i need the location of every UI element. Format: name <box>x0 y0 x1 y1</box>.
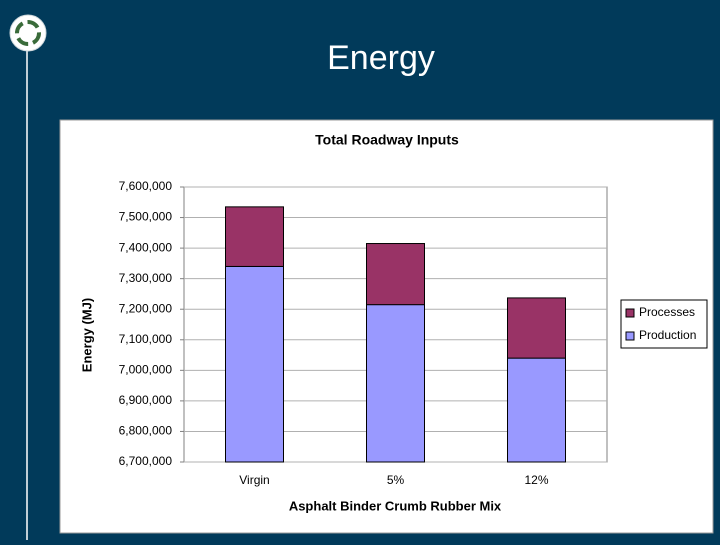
y-axis-label: Energy (MJ) <box>79 298 94 372</box>
logo-mark <box>15 20 41 46</box>
x-tick-label: Virgin <box>239 473 269 487</box>
bar-segment <box>225 265 284 463</box>
bar-segment <box>366 243 425 306</box>
bar-segment <box>366 304 425 463</box>
y-tick-label: 7,600,000 <box>119 179 173 193</box>
y-tick-label: 7,300,000 <box>119 271 173 285</box>
legend-label: Processes <box>639 305 695 319</box>
y-tick-label: 6,700,000 <box>119 454 173 468</box>
legend-label: Production <box>639 328 696 342</box>
legend-box <box>620 299 708 349</box>
legend-swatch <box>625 308 635 318</box>
y-tick-label: 6,900,000 <box>119 393 173 407</box>
y-tick-label: 7,000,000 <box>119 363 173 377</box>
slide-title: Energy <box>327 39 435 77</box>
x-tick-label: 12% <box>524 473 548 487</box>
legend-swatch <box>625 331 635 341</box>
bar-segment <box>225 206 284 267</box>
chart-title: Total Roadway Inputs <box>315 132 459 148</box>
y-tick-label: 7,500,000 <box>119 210 173 224</box>
bar-segment <box>507 297 566 359</box>
y-tick-label: 7,100,000 <box>119 332 173 346</box>
x-axis-label: Asphalt Binder Crumb Rubber Mix <box>289 498 502 513</box>
y-tick-label: 6,800,000 <box>119 424 173 438</box>
y-tick-label: 7,200,000 <box>119 301 173 315</box>
x-tick-label: 5% <box>387 473 405 487</box>
y-tick-label: 7,400,000 <box>119 240 173 254</box>
bar-segment <box>507 357 566 463</box>
